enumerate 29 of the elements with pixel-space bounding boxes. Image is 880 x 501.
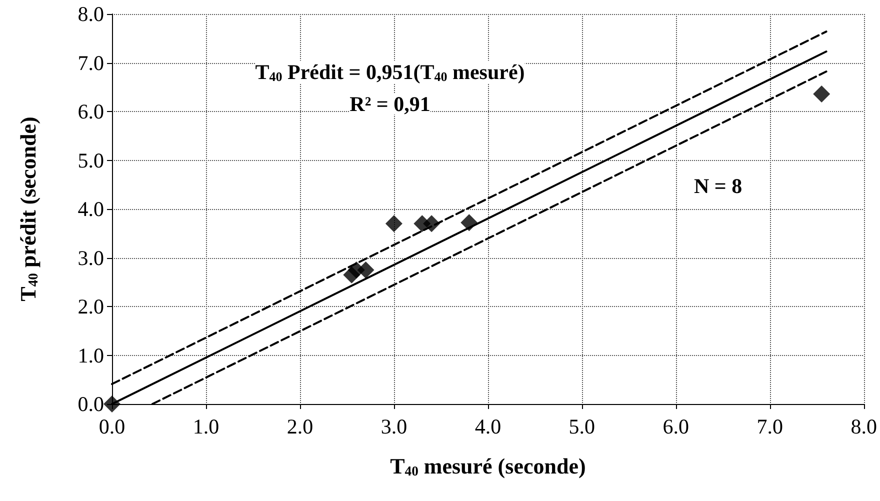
point	[104, 396, 120, 412]
y-tick-label: 6.0	[78, 100, 104, 124]
y-tick-label: 0.0	[78, 392, 104, 416]
y-tick-label: 1.0	[78, 343, 104, 368]
y-tick-label: 7.0	[78, 50, 104, 75]
x-tick-label: 3.0	[380, 414, 408, 438]
y-tick-label: 8.0	[78, 2, 104, 26]
point	[813, 85, 830, 102]
point	[385, 215, 402, 232]
x-tick-label: 1.0	[192, 414, 220, 438]
annotation: R² = 0,91	[350, 92, 430, 116]
point	[460, 214, 478, 232]
x-tick-label: 5.0	[568, 414, 596, 438]
x-tick-label: 6.0	[662, 414, 690, 438]
x-axis-title: T40 mesuré (seconde)	[390, 453, 586, 478]
y-axis-title: T40 prédit (seconde)	[16, 116, 41, 302]
x-tick-label: 4.0	[474, 414, 502, 438]
y-tick-label: 4.0	[78, 197, 104, 221]
annotation: T40 Prédit = 0,951(T40 mesuré)	[255, 60, 525, 84]
x-tick-label: 2.0	[286, 414, 314, 438]
annotation: N = 8	[694, 174, 742, 198]
y-tick-label: 5.0	[78, 148, 104, 172]
y-tick-label: 2.0	[78, 294, 104, 318]
x-tick-label: 0.0	[98, 414, 126, 438]
point	[423, 215, 440, 232]
point	[357, 261, 374, 278]
x-tick-label: 7.0	[756, 414, 784, 438]
x-tick-label: 8.0	[850, 414, 877, 438]
y-tick-label: 3.0	[78, 246, 104, 270]
